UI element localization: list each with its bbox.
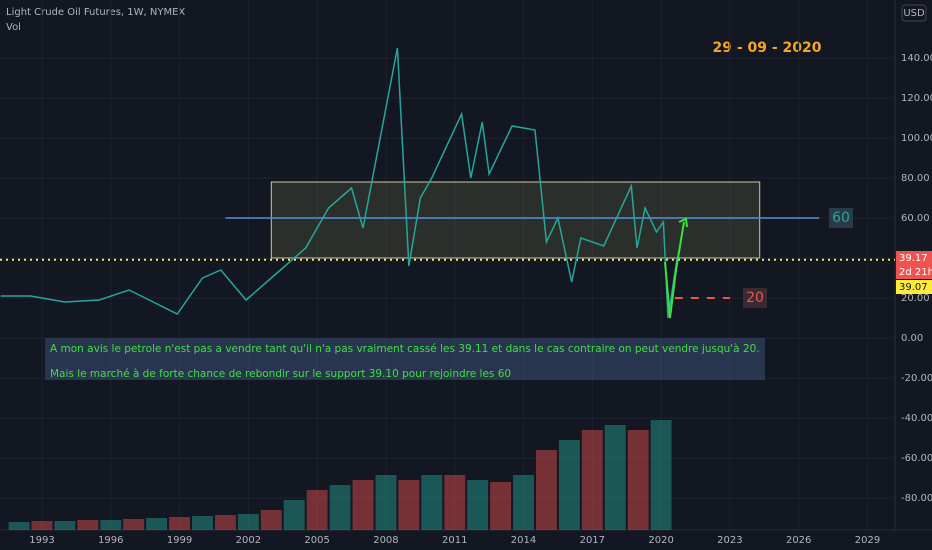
level-label: 60 (832, 210, 850, 226)
volume-bar (581, 430, 603, 530)
currency-box[interactable] (901, 4, 927, 22)
x-tick-label: 2002 (236, 535, 261, 546)
price-tag-box (896, 280, 932, 294)
x-tick-label: 2005 (304, 535, 329, 546)
volume-bar (352, 480, 374, 530)
y-tick-label: 20.00 (901, 293, 930, 304)
volume-bar (237, 514, 259, 530)
x-tick-label: 2026 (786, 535, 811, 546)
volume-bar (54, 521, 76, 530)
x-tick-label: 1999 (167, 535, 192, 546)
price-tag: 39.17 (899, 253, 928, 264)
y-tick-label: 0.00 (901, 333, 923, 344)
price-tag: 2d 21h (899, 267, 932, 278)
volume-bar (100, 520, 122, 530)
volume-bar (329, 485, 351, 530)
sketch-arrow (664, 217, 688, 319)
volume-bar (214, 515, 236, 530)
volume-bar (490, 482, 512, 530)
x-tick-label: 2008 (373, 535, 398, 546)
x-tick-label: 2014 (511, 535, 536, 546)
price-tag-box (896, 265, 932, 279)
x-tick-label: 2017 (580, 535, 605, 546)
target-label: 20 (746, 290, 764, 306)
volume-bar (77, 520, 99, 530)
level-label-box (829, 208, 853, 228)
volume-bar (31, 521, 53, 530)
volume-bar (8, 522, 30, 530)
y-tick-label: -60.00 (901, 453, 932, 464)
note-box (45, 338, 765, 380)
y-tick-label: -20.00 (901, 373, 932, 384)
y-tick-label: 120.00 (901, 93, 932, 104)
volume-bar (421, 475, 443, 530)
date-note: 29 - 09 - 2020 (712, 40, 821, 56)
x-tick-label: 2023 (717, 535, 742, 546)
x-tick-label: 2011 (442, 535, 467, 546)
volume-bar (467, 480, 489, 530)
y-tick-label: 60.00 (901, 213, 930, 224)
chart-title: Light Crude Oil Futures, 1W, NYMEX (6, 7, 185, 18)
y-tick-label: -80.00 (901, 493, 932, 504)
note-text: A mon avis le petrole n'est pas a vendre… (50, 343, 760, 355)
volume-bar (375, 475, 397, 530)
volume-bar (398, 480, 420, 530)
x-tick-label: 1996 (98, 535, 123, 546)
x-tick-label: 1993 (29, 535, 54, 546)
y-tick-label: 80.00 (901, 173, 930, 184)
y-tick-label: 140.00 (901, 53, 932, 64)
volume-bar (627, 430, 649, 530)
target-label-box (743, 288, 767, 308)
price-line (0, 47, 678, 319)
subtitle: Vol (6, 22, 21, 33)
price-tag: 39.07 (899, 282, 928, 293)
volume-bar (283, 500, 305, 530)
volume-bar (192, 516, 213, 530)
volume-bar (260, 510, 282, 530)
volume-bar (513, 475, 534, 530)
x-tick-label: 2020 (648, 535, 673, 546)
volume-bar (146, 518, 168, 530)
volume-bar (604, 425, 626, 530)
volume-bar (123, 519, 145, 530)
volume-bar (306, 490, 328, 530)
volume-bar (558, 440, 580, 530)
volume-bar (535, 450, 557, 530)
volume-bar (444, 475, 466, 530)
x-tick-label: 2029 (855, 535, 880, 546)
note-text: Mais le marché à de forte chance de rebo… (50, 368, 511, 380)
volume-bar (650, 420, 672, 530)
y-tick-label: 100.00 (901, 133, 932, 144)
currency[interactable]: USD (903, 8, 925, 19)
y-tick-label: -40.00 (901, 413, 932, 424)
volume-bar (169, 517, 191, 530)
price-tag-box (896, 251, 932, 265)
